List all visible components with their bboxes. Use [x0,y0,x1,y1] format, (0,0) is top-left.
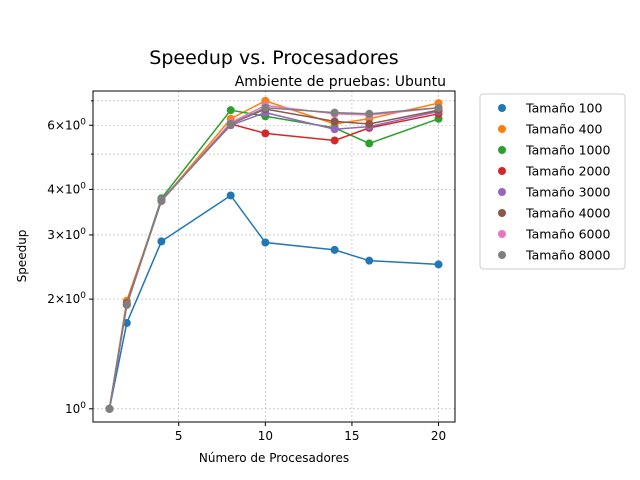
data-point [122,300,131,309]
data-point [226,119,235,128]
y-axis-label: Speedup [15,230,29,283]
y-tick-label: 2×100 [47,291,86,306]
legend-marker [498,167,506,175]
legend-marker [498,230,506,238]
data-point [157,196,166,205]
legend-marker [498,188,506,196]
legend-label: Tamaño 6000 [525,227,610,242]
legend: Tamaño 100 Tamaño 400 Tamaño 1000 Tamaño 20… [479,93,626,270]
series-8 [105,103,443,413]
legend-marker [498,251,506,259]
legend-label: Tamaño 3000 [525,185,610,200]
grid-lines [93,91,455,422]
data-point [365,139,374,148]
data-point [365,119,374,128]
chart-title: Speedup vs. Procesadores [149,47,398,69]
series-line [108,194,439,409]
data-point [365,109,374,118]
legend-label: Tamaño 4000 [525,206,610,221]
x-axis-ticks: 5 10 15 20 [175,422,446,443]
chart-subtitle: Ambiente de pruebas: Ubuntu [235,74,446,90]
x-tick-label: 15 [344,429,359,443]
x-axis-label: Número de Procesadores [199,451,349,465]
y-tick-label: 100 [65,401,86,416]
data-point [261,103,270,112]
series-line [108,107,439,409]
data-point [105,404,114,413]
legend-label: Tamaño 400 [525,122,603,137]
data-point [226,106,235,115]
legend-marker [498,125,506,133]
data-point [330,136,339,145]
legend-box [479,93,626,270]
legend-label: Tamaño 100 [525,101,603,116]
plot-series [105,96,443,413]
x-tick-label: 5 [175,429,183,443]
y-tick-label: 6×100 [47,117,86,132]
legend-label: Tamaño 8000 [525,248,610,263]
data-point [330,245,339,254]
data-point [434,260,443,269]
data-point [226,191,235,200]
legend-marker [498,104,506,112]
x-tick-label: 10 [258,429,273,443]
data-point [330,108,339,117]
data-point [261,129,270,138]
y-tick-label: 4×100 [47,181,86,196]
data-point [365,256,374,265]
data-point [330,117,339,126]
legend-marker [498,146,506,154]
y-tick-label: 3×100 [47,227,86,242]
axes-frame [92,90,456,423]
data-point [330,125,339,134]
x-tick-label: 20 [431,429,446,443]
y-axis-ticks: 100 2×100 3×100 4×100 6×100 [47,100,93,416]
legend-label: Tamaño 2000 [525,164,610,179]
data-point [157,237,166,246]
data-point [261,238,270,247]
data-point [434,103,443,112]
legend-label: Tamaño 1000 [525,143,610,158]
legend-marker [498,209,506,217]
